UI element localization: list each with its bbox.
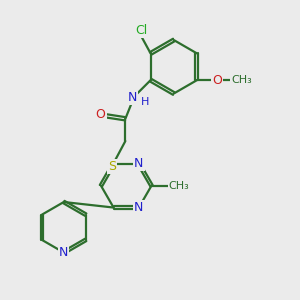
Text: N: N <box>59 246 68 259</box>
Text: CH₃: CH₃ <box>231 75 252 85</box>
Text: N: N <box>134 157 143 170</box>
Text: N: N <box>128 92 137 104</box>
Text: CH₃: CH₃ <box>169 181 190 191</box>
Text: S: S <box>108 160 116 173</box>
Text: N: N <box>134 201 143 214</box>
Text: H: H <box>141 98 150 107</box>
Text: O: O <box>96 108 106 121</box>
Text: Cl: Cl <box>136 24 148 37</box>
Text: O: O <box>212 74 222 87</box>
